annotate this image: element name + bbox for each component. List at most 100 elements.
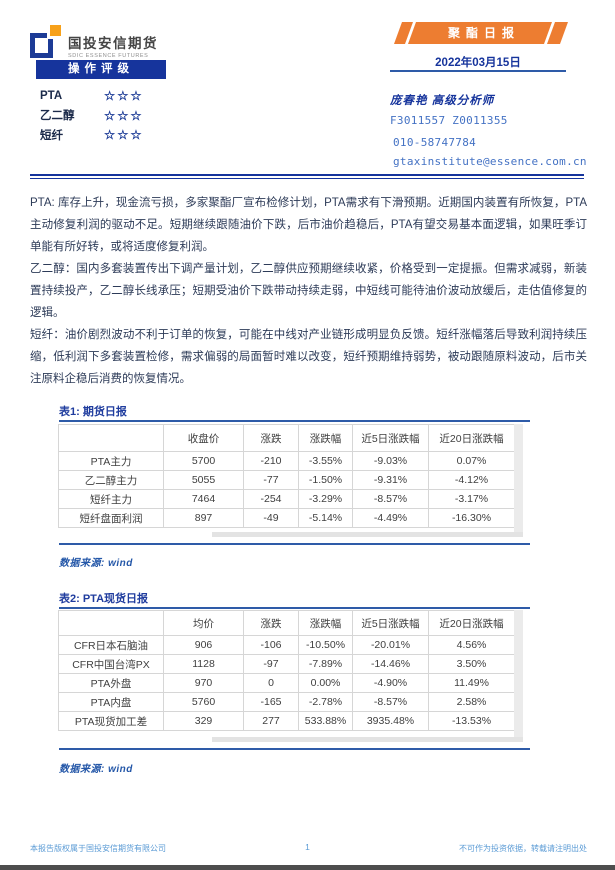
summary-text: PTA: 库存上升，现金流亏损，多家聚酯厂宣布检修计划，PTA需求有下滑预期。近… — [30, 192, 587, 390]
table-row: CFR日本石脑油 906 -106 -10.50% -20.01% 4.56% — [58, 635, 515, 655]
cell-value: 0 — [243, 673, 299, 693]
table2-data-source: 数据来源: wind — [59, 764, 133, 775]
analyst-phone: 010-58747784 — [393, 136, 477, 149]
column-header — [58, 424, 164, 452]
rating-row-pta: PTA ☆☆☆ — [40, 86, 144, 106]
cell-value: -8.57% — [352, 692, 429, 712]
table-header-row: 均价 涨跌 涨跌幅 近5日涨跌幅 近20日涨跌幅 — [58, 610, 515, 636]
cell-value: -7.89% — [298, 654, 353, 674]
cell-value: 277 — [243, 711, 299, 731]
analyst-name: 庞春艳 高级分析师 — [390, 95, 495, 107]
column-header: 近5日涨跌幅 — [352, 424, 429, 452]
rating-row-psf: 短纤 ☆☆☆ — [40, 125, 144, 145]
table2-bottom-rule — [59, 748, 530, 750]
rating-stars-icon: ☆☆☆ — [104, 128, 144, 143]
row-label: PTA现货加工差 — [58, 711, 164, 731]
table2-edge-shadow — [514, 610, 523, 737]
cell-value: 5760 — [163, 692, 244, 712]
column-header: 近20日涨跌幅 — [428, 610, 515, 636]
cell-value: -254 — [243, 489, 299, 509]
row-label: 短纤主力 — [58, 489, 164, 509]
table-row: 乙二醇主力 5055 -77 -1.50% -9.31% -4.12% — [58, 470, 515, 490]
cell-value: -4.49% — [352, 508, 429, 528]
rating-row-meg: 乙二醇 ☆☆☆ — [40, 106, 144, 126]
table2-bottom-shadow — [212, 737, 523, 742]
cell-value: 3.50% — [428, 654, 515, 674]
cell-value: -4.90% — [352, 673, 429, 693]
logo-orange-square — [47, 25, 61, 39]
logo-mark-icon — [30, 25, 61, 58]
table1-top-rule — [59, 420, 530, 422]
analyst-cert-number: F3011557 Z0011355 — [390, 114, 508, 127]
cell-value: -97 — [243, 654, 299, 674]
cell-value: 5700 — [163, 451, 244, 471]
analyst-email-link[interactable]: gtaxinstitute@essence.com.cn — [393, 155, 587, 168]
table1-data-source: 数据来源: wind — [59, 558, 133, 569]
cell-value: -3.55% — [298, 451, 353, 471]
logo-text: 国投安信期货 SDIC ESSENCE FUTURES — [68, 25, 158, 59]
table1-bottom-rule — [59, 543, 530, 545]
cell-value: -9.03% — [352, 451, 429, 471]
cell-value: -49 — [243, 508, 299, 528]
page-bottom-edge — [0, 865, 615, 870]
cell-value: -13.53% — [428, 711, 515, 731]
cell-value: 1128 — [163, 654, 244, 674]
rating-list: PTA ☆☆☆ 乙二醇 ☆☆☆ 短纤 ☆☆☆ — [40, 86, 144, 145]
company-name-en: SDIC ESSENCE FUTURES — [68, 53, 149, 59]
cell-value: -16.30% — [428, 508, 515, 528]
paragraph-pta: PTA: 库存上升，现金流亏损，多家聚酯厂宣布检修计划，PTA需求有下滑预期。近… — [30, 197, 587, 253]
table1-edge-shadow — [514, 424, 523, 533]
cell-value: -3.17% — [428, 489, 515, 509]
cell-value: -5.14% — [298, 508, 353, 528]
row-label: PTA外盘 — [58, 673, 164, 693]
cell-value: -165 — [243, 692, 299, 712]
page-number: 1 — [305, 842, 310, 852]
table1-title: 表1: 期货日报 — [59, 406, 127, 418]
footer-copyright: 本报告版权属于国投安信期货有限公司 — [30, 844, 166, 853]
table1-bottom-shadow — [212, 532, 523, 537]
footer-disclaimer: 不可作为投资依据，转载请注明出处 — [459, 844, 587, 853]
badge-label: 聚酯日报 — [447, 26, 520, 40]
rating-name: 乙二醇 — [40, 110, 75, 123]
cell-value: -8.57% — [352, 489, 429, 509]
cell-value: 4.56% — [428, 635, 515, 655]
row-label: CFR日本石脑油 — [58, 635, 164, 655]
pta-spot-daily-table: 均价 涨跌 涨跌幅 近5日涨跌幅 近20日涨跌幅 CFR日本石脑油 906 -106 -10.5… — [58, 610, 515, 731]
cell-value: -210 — [243, 451, 299, 471]
futures-daily-table: 收盘价 涨跌 涨跌幅 近5日涨跌幅 近20日涨跌幅 PTA主力 5700 -210 -3.55%… — [58, 424, 515, 528]
table-header-row: 收盘价 涨跌 涨跌幅 近5日涨跌幅 近20日涨跌幅 — [58, 424, 515, 452]
cell-value: 329 — [163, 711, 244, 731]
column-header: 收盘价 — [163, 424, 244, 452]
company-name-cn: 国投安信期货 — [68, 36, 158, 51]
rating-name: PTA — [40, 89, 63, 102]
table-row: PTA外盘 970 0 0.00% -4.90% 11.49% — [58, 673, 515, 693]
cell-value: 2.58% — [428, 692, 515, 712]
company-logo: 国投安信期货 SDIC ESSENCE FUTURES — [30, 25, 158, 59]
header-divider — [30, 174, 584, 179]
cell-value: -1.50% — [298, 470, 353, 490]
cell-value: -9.31% — [352, 470, 429, 490]
cell-value: 11.49% — [428, 673, 515, 693]
rating-stars-icon: ☆☆☆ — [104, 108, 144, 123]
paragraph-meg: 乙二醇：国内多套装置传出下调产量计划，乙二醇供应预期继续收紧，价格受到一定提振。… — [30, 263, 587, 319]
logo-blue-square — [30, 33, 53, 58]
table-row: CFR中国台湾PX 1128 -97 -7.89% -14.46% 3.50% — [58, 654, 515, 674]
table2-top-rule — [59, 607, 530, 609]
cell-value: 5055 — [163, 470, 244, 490]
column-header: 近20日涨跌幅 — [428, 424, 515, 452]
table2-title: 表2: PTA现货日报 — [59, 593, 149, 605]
table-row: PTA内盘 5760 -165 -2.78% -8.57% 2.58% — [58, 692, 515, 712]
date-underline — [390, 70, 566, 72]
column-header: 涨跌 — [243, 610, 299, 636]
column-header: 近5日涨跌幅 — [352, 610, 429, 636]
cell-value: 897 — [163, 508, 244, 528]
cell-value: 0.00% — [298, 673, 353, 693]
cell-value: -10.50% — [298, 635, 353, 655]
row-label: 乙二醇主力 — [58, 470, 164, 490]
row-label: 短纤盘面利润 — [58, 508, 164, 528]
cell-value: -20.01% — [352, 635, 429, 655]
table-row: PTA主力 5700 -210 -3.55% -9.03% 0.07% — [58, 451, 515, 471]
rating-stars-icon: ☆☆☆ — [104, 89, 144, 104]
column-header: 涨跌幅 — [298, 424, 353, 452]
